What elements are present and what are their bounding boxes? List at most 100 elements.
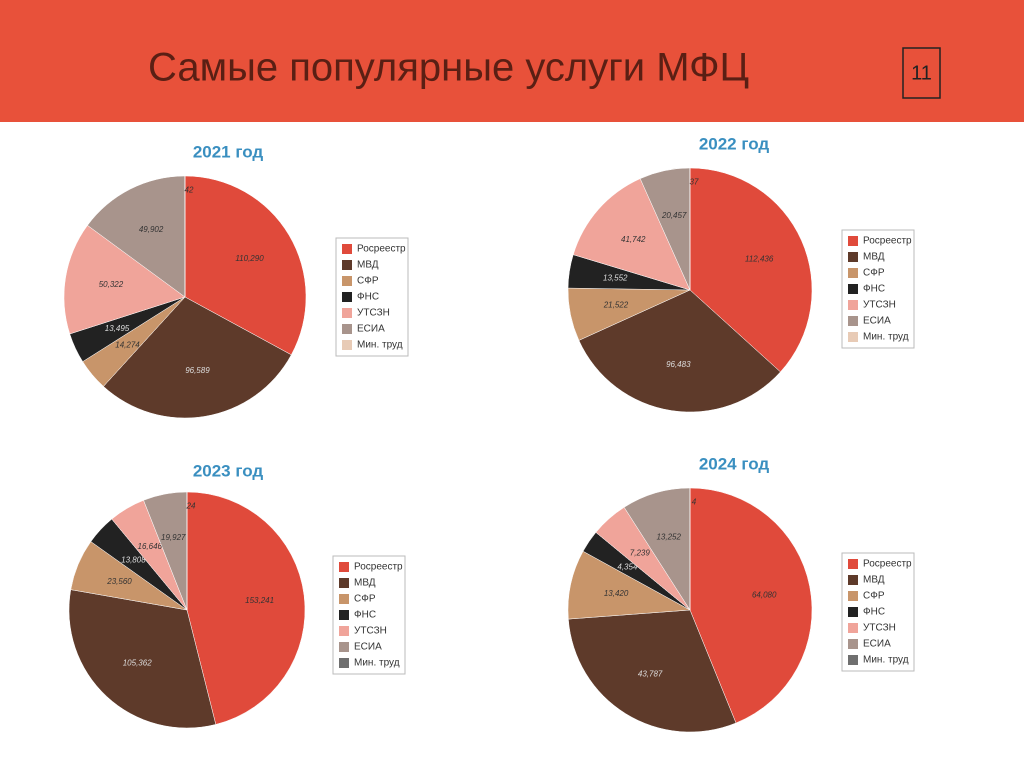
- data-label: 24: [186, 501, 196, 510]
- legend-swatch: [848, 655, 858, 665]
- data-label: 13,495: [105, 324, 130, 333]
- pie-slice: [689, 167, 813, 373]
- pie-slice: [103, 296, 292, 419]
- pie-slice: [689, 487, 813, 724]
- data-label: 112,436: [745, 254, 774, 263]
- legend-swatch: [848, 575, 858, 585]
- chart-title: 2024 год: [699, 454, 770, 473]
- legend-label: ФНС: [357, 292, 379, 303]
- legend-label: МВД: [863, 252, 885, 263]
- data-label: 105,362: [123, 659, 152, 668]
- data-label: 4,354: [617, 563, 638, 572]
- legend-swatch: [342, 260, 352, 270]
- legend-label: Росреестр: [357, 244, 406, 255]
- pie-slice: [578, 289, 781, 413]
- legend-label: Мин. труд: [863, 332, 909, 343]
- legend-swatch: [848, 316, 858, 326]
- legend-label: ЕСИА: [863, 639, 891, 650]
- legend-swatch: [342, 244, 352, 254]
- legend-swatch: [339, 594, 349, 604]
- legend-label: ЕСИА: [863, 316, 891, 327]
- legend-label: Мин. труд: [357, 340, 403, 351]
- pie-slice: [568, 609, 737, 733]
- legend-label: ФНС: [863, 607, 885, 618]
- legend-swatch: [848, 268, 858, 278]
- data-label: 21,522: [603, 301, 629, 310]
- data-label: 13,252: [656, 533, 681, 542]
- legend-swatch: [848, 284, 858, 294]
- legend-label: УТСЗН: [354, 626, 387, 637]
- legend-label: МВД: [357, 260, 379, 271]
- legend-swatch: [848, 559, 858, 569]
- data-label: 42: [185, 186, 194, 195]
- legend-swatch: [848, 236, 858, 246]
- legend-label: Мин. труд: [354, 658, 400, 669]
- legend-swatch: [339, 610, 349, 620]
- legend-swatch: [848, 332, 858, 342]
- chart-title: 2023 год: [193, 461, 264, 480]
- legend-swatch: [339, 578, 349, 588]
- header-band: [0, 0, 1024, 122]
- data-label: 16,646: [138, 542, 163, 551]
- legend-label: УТСЗН: [357, 308, 390, 319]
- legend-label: ЕСИА: [354, 642, 382, 653]
- legend-label: Росреестр: [863, 236, 912, 247]
- legend-label: УТСЗН: [863, 623, 896, 634]
- pie-slice: [68, 589, 217, 729]
- legend-swatch: [848, 607, 858, 617]
- data-label: 13,808: [121, 555, 146, 564]
- legend-label: УТСЗН: [863, 300, 896, 311]
- legend-label: ФНС: [863, 284, 885, 295]
- legend-label: МВД: [354, 578, 376, 589]
- data-label: 50,322: [99, 280, 124, 289]
- data-label: 14,274: [115, 340, 140, 349]
- legend-swatch: [848, 623, 858, 633]
- legend-swatch: [848, 252, 858, 262]
- data-label: 23,560: [106, 577, 132, 586]
- legend-swatch: [848, 639, 858, 649]
- legend-label: Росреестр: [354, 562, 403, 573]
- chart-title: 2022 год: [699, 134, 770, 153]
- data-label: 13,420: [604, 589, 629, 598]
- data-label: 110,290: [235, 254, 264, 263]
- pie-slice: [572, 178, 691, 291]
- legend-label: ЕСИА: [357, 324, 385, 335]
- data-label: 41,742: [621, 235, 646, 244]
- data-label: 37: [690, 178, 699, 187]
- legend-swatch: [339, 562, 349, 572]
- legend-swatch: [339, 642, 349, 652]
- legend-swatch: [342, 324, 352, 334]
- pie-slice: [186, 491, 306, 725]
- page-number: 11: [911, 62, 932, 84]
- legend-label: ФНС: [354, 610, 376, 621]
- pie-slice: [63, 224, 186, 335]
- legend-label: Мин. труд: [863, 655, 909, 666]
- page-box: [902, 47, 941, 99]
- data-label: 7,239: [630, 549, 651, 558]
- data-label: 13,552: [603, 273, 628, 282]
- legend-label: СФР: [354, 594, 376, 605]
- data-label: 20,457: [661, 211, 687, 220]
- legend-swatch: [848, 300, 858, 310]
- data-label: 43,787: [638, 669, 663, 678]
- data-label: 49,902: [139, 225, 164, 234]
- pie-slice: [184, 175, 307, 356]
- legend-swatch: [339, 626, 349, 636]
- pie-slice: [87, 175, 186, 298]
- data-label: 19,927: [161, 533, 186, 542]
- legend-label: МВД: [863, 575, 885, 586]
- legend-swatch: [342, 308, 352, 318]
- data-label: 4: [692, 498, 697, 507]
- legend-label: СФР: [863, 591, 885, 602]
- legend-swatch: [342, 340, 352, 350]
- data-label: 153,241: [245, 596, 274, 605]
- legend-label: Росреестр: [863, 559, 912, 570]
- legend-label: СФР: [357, 276, 379, 287]
- legend-swatch: [342, 276, 352, 286]
- legend-swatch: [848, 591, 858, 601]
- legend-swatch: [339, 658, 349, 668]
- legend-label: СФР: [863, 268, 885, 279]
- data-label: 64,080: [752, 591, 777, 600]
- legend-swatch: [342, 292, 352, 302]
